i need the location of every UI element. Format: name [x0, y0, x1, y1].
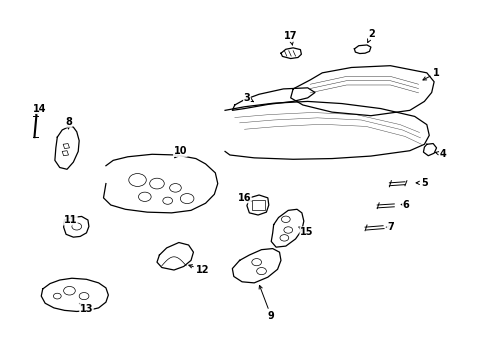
Text: 16: 16 [237, 193, 251, 203]
Text: 17: 17 [284, 31, 297, 45]
Text: 8: 8 [65, 117, 72, 129]
Text: 13: 13 [79, 303, 93, 314]
Text: 1: 1 [422, 68, 439, 80]
Text: 2: 2 [367, 28, 374, 42]
Text: 12: 12 [188, 265, 209, 275]
Text: 7: 7 [386, 222, 393, 232]
Text: 9: 9 [259, 285, 274, 321]
Text: 6: 6 [400, 200, 408, 210]
Text: 4: 4 [434, 149, 446, 159]
Text: 11: 11 [63, 215, 77, 225]
Text: 5: 5 [415, 178, 427, 188]
Text: 10: 10 [173, 147, 187, 158]
Text: 3: 3 [243, 93, 253, 103]
Bar [251, 200, 265, 210]
Text: 15: 15 [298, 227, 313, 237]
Text: 14: 14 [33, 104, 46, 115]
